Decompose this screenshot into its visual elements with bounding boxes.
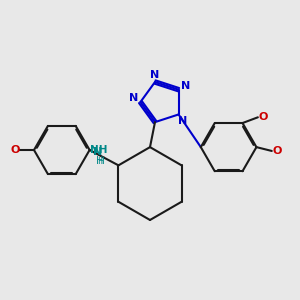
Text: N: N xyxy=(181,81,190,91)
Text: N: N xyxy=(93,147,102,157)
Text: NH: NH xyxy=(89,145,107,155)
Text: N: N xyxy=(129,93,138,103)
Text: N: N xyxy=(150,70,160,80)
Text: H: H xyxy=(95,155,103,166)
Text: O: O xyxy=(10,145,20,155)
Text: H: H xyxy=(97,157,104,166)
Text: O: O xyxy=(259,112,268,122)
Text: N: N xyxy=(178,116,187,126)
Text: O: O xyxy=(273,146,282,156)
